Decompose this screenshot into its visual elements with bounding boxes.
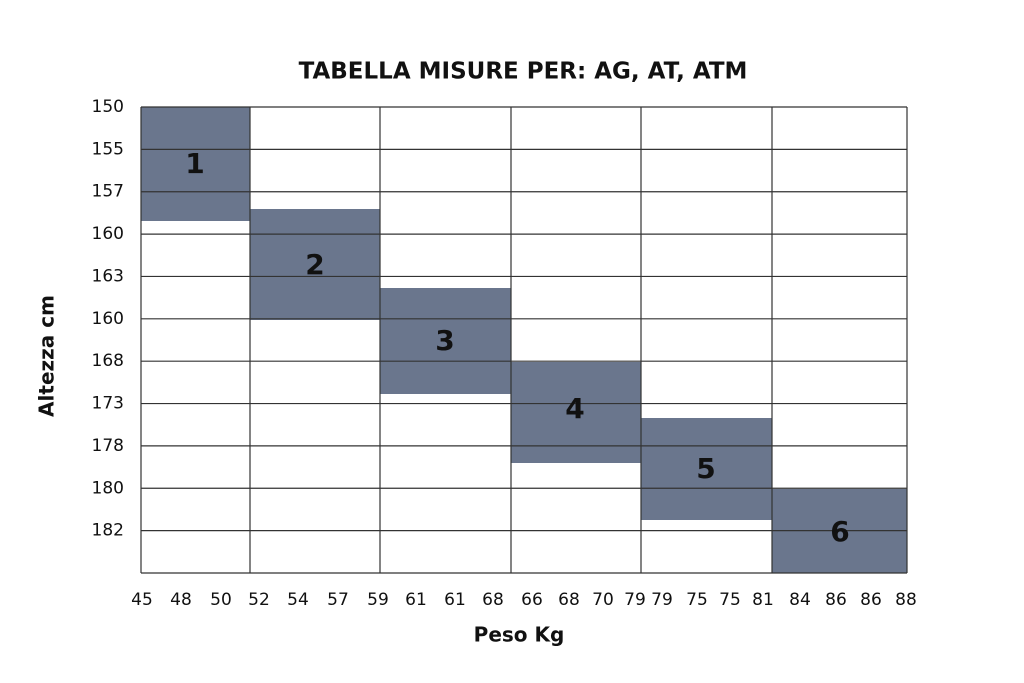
size-box	[250, 209, 380, 320]
x-label: 75	[719, 590, 741, 610]
y-label: 168	[92, 351, 124, 371]
x-label: 52	[248, 590, 270, 610]
size-box	[641, 418, 772, 520]
title: TABELLA MISURE PER: AG, AT, ATM	[299, 59, 748, 85]
x-label: 54	[287, 590, 309, 610]
x-label: 48	[170, 590, 192, 610]
size-boxes	[141, 107, 907, 573]
size-box	[380, 288, 511, 394]
x-label: 66	[521, 590, 543, 610]
x-label: 79	[624, 590, 646, 610]
size-label: 5	[696, 452, 715, 485]
y-label: 160	[92, 224, 124, 244]
x-label: 57	[327, 590, 349, 610]
x-label: 50	[210, 590, 232, 610]
size-label: 3	[435, 324, 454, 357]
x-label: 61	[444, 590, 466, 610]
y-axis-label: Altezza cm	[35, 295, 59, 417]
y-label: 163	[92, 266, 124, 286]
labels: 1234561501551571601631601681731781801824…	[92, 97, 917, 610]
y-label: 180	[92, 478, 124, 498]
size-box	[141, 107, 250, 221]
x-label: 86	[825, 590, 847, 610]
x-label: 86	[860, 590, 882, 610]
x-label: 68	[482, 590, 504, 610]
x-label: 81	[752, 590, 774, 610]
x-label: 79	[651, 590, 673, 610]
x-label: 59	[367, 590, 389, 610]
x-axis-label: Peso Kg	[474, 623, 565, 647]
y-label: 155	[92, 139, 124, 159]
y-label: 178	[92, 436, 124, 456]
size-label: 1	[185, 147, 204, 180]
y-label: 150	[92, 97, 124, 117]
y-label: 160	[92, 309, 124, 329]
x-label: 75	[686, 590, 708, 610]
size-label: 6	[830, 515, 849, 548]
x-label: 70	[592, 590, 614, 610]
y-label: 157	[92, 182, 124, 202]
x-label: 68	[558, 590, 580, 610]
grid	[140, 106, 908, 574]
x-label: 88	[895, 590, 917, 610]
y-label: 182	[92, 521, 124, 541]
x-label: 61	[405, 590, 427, 610]
size-label: 4	[565, 392, 584, 425]
size-label: 2	[305, 248, 324, 281]
x-label: 84	[789, 590, 811, 610]
x-label: 45	[131, 590, 153, 610]
y-label: 173	[92, 394, 124, 414]
